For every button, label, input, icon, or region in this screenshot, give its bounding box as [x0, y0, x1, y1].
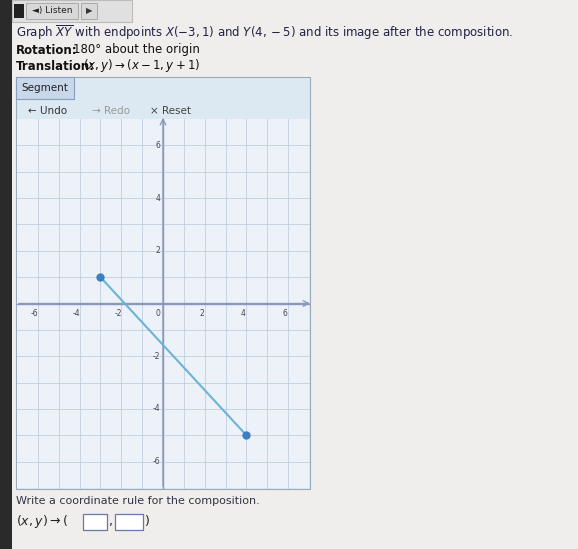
Bar: [12, 0, 132, 22]
Text: ): ): [145, 516, 150, 529]
Text: -6: -6: [153, 457, 160, 466]
Text: 4: 4: [241, 309, 246, 317]
Bar: [26, 3, 78, 19]
Text: $(x, y) \rightarrow ($: $(x, y) \rightarrow ($: [16, 513, 68, 530]
Bar: [81, 3, 97, 19]
Text: 0: 0: [155, 309, 161, 317]
Text: Write a coordinate rule for the composition.: Write a coordinate rule for the composit…: [16, 496, 260, 506]
Text: Translation:: Translation:: [16, 59, 95, 72]
Text: ◄) Listen: ◄) Listen: [32, 7, 72, 15]
Text: ,: ,: [109, 516, 113, 529]
Bar: [83, 514, 107, 530]
Bar: [0, 0, 12, 549]
Bar: [16, 77, 310, 489]
Text: 180° about the origin: 180° about the origin: [73, 43, 200, 57]
Text: -2: -2: [114, 309, 122, 317]
Text: Graph $\overline{XY}$ with endpoints $X(-3, 1)$ and $Y(4, -5)$ and its image aft: Graph $\overline{XY}$ with endpoints $X(…: [16, 24, 513, 42]
Text: $(x, y)\rightarrow(x-1, y+1)$: $(x, y)\rightarrow(x-1, y+1)$: [83, 58, 201, 75]
Bar: [115, 514, 143, 530]
Text: Segment: Segment: [21, 83, 68, 93]
Text: -2: -2: [153, 352, 160, 361]
Point: [96, 273, 105, 282]
Text: ▶: ▶: [86, 7, 92, 15]
Text: → Redo: → Redo: [92, 106, 130, 116]
Text: 4: 4: [155, 194, 160, 203]
Text: 2: 2: [155, 247, 160, 255]
Text: -4: -4: [153, 405, 160, 413]
Text: 2: 2: [199, 309, 204, 317]
Bar: [14, 4, 24, 18]
Bar: [17, 119, 309, 488]
Text: Rotation:: Rotation:: [16, 43, 77, 57]
Text: ← Undo: ← Undo: [28, 106, 68, 116]
Text: -4: -4: [73, 309, 80, 317]
Text: -6: -6: [31, 309, 39, 317]
Text: 6: 6: [155, 141, 160, 150]
Text: 6: 6: [283, 309, 288, 317]
Point: [242, 431, 251, 440]
Text: × Reset: × Reset: [150, 106, 191, 116]
Bar: [16, 77, 74, 99]
